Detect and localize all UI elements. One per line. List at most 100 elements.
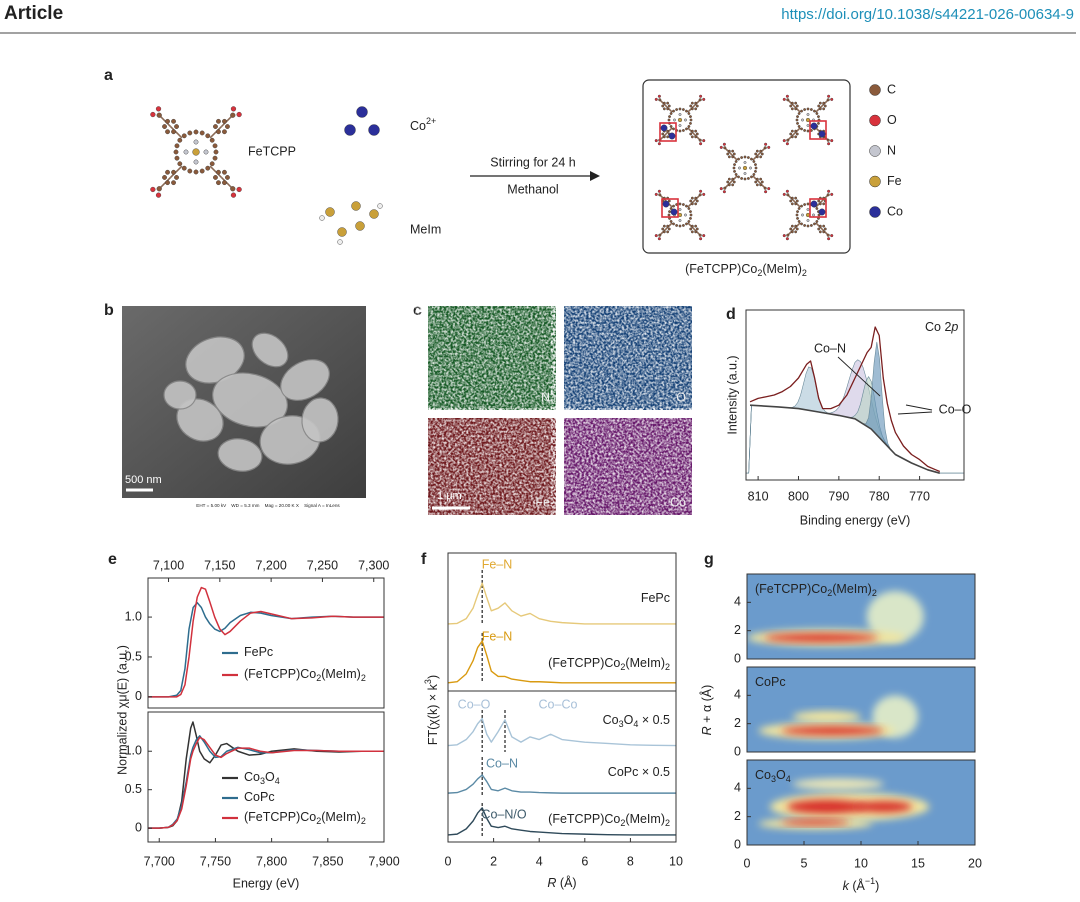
- text-part: 0: [653, 713, 660, 727]
- x-axis-label: R (Å): [547, 875, 576, 890]
- leader-line: [837, 356, 881, 397]
- atom: [750, 157, 753, 161]
- atom: [743, 155, 747, 159]
- atom: [660, 124, 668, 132]
- atom: [684, 213, 687, 217]
- atom: [727, 183, 731, 187]
- y-axis-label: R + α (Å): [699, 685, 714, 736]
- atom: [818, 107, 822, 111]
- sem-particle: [301, 397, 339, 443]
- heatmap-feature: [866, 591, 924, 642]
- metal-label: Co2+: [410, 116, 436, 133]
- atom: [225, 175, 230, 180]
- atom: [668, 115, 671, 119]
- atom: [677, 117, 683, 123]
- y-tick-label: 0: [135, 820, 142, 834]
- x-tick-label: 4: [536, 854, 543, 868]
- atom: [764, 190, 768, 194]
- atom: [755, 149, 759, 153]
- atom: [755, 183, 759, 187]
- atom: [222, 129, 227, 135]
- atom: [795, 132, 799, 136]
- atom: [670, 208, 678, 216]
- x-axis-label: k (Å−1): [843, 876, 880, 893]
- atom: [754, 166, 758, 170]
- sem-particles: [163, 332, 339, 472]
- atom: [662, 230, 666, 234]
- atom: [731, 177, 735, 181]
- bond: [158, 176, 172, 190]
- atom: [726, 152, 730, 156]
- plot-frame: [746, 666, 976, 753]
- atom: [695, 199, 699, 203]
- doi-link[interactable]: https://doi.org/10.1038/s44221-026-00634…: [781, 6, 1074, 23]
- legend-label: CoPc: [244, 790, 275, 804]
- atom: [695, 227, 699, 231]
- panel-label: d: [726, 306, 736, 323]
- y-tick-label: 0: [734, 744, 741, 758]
- atom: [203, 149, 209, 155]
- text-part: + α (Å): [699, 685, 714, 727]
- atom: [796, 115, 799, 119]
- atom: [796, 216, 799, 220]
- atom: [794, 224, 798, 228]
- text-part: 0: [653, 765, 660, 779]
- atom: [681, 108, 685, 111]
- text-part: (FeTCPP)Co: [244, 667, 316, 681]
- data-line: [447, 640, 676, 684]
- atom: [193, 139, 199, 145]
- atom: [192, 148, 200, 156]
- map-element-label: O: [676, 390, 686, 404]
- x-tick-label: 0: [445, 854, 452, 868]
- atom: [165, 118, 170, 124]
- atom: [794, 107, 798, 111]
- x-tick-label: 810: [748, 489, 769, 503]
- atom: [702, 139, 706, 143]
- atom: [826, 98, 830, 102]
- atom: [827, 189, 831, 193]
- atom: [662, 200, 670, 208]
- map-element-label: N: [541, 390, 550, 404]
- atom: [796, 121, 799, 125]
- atom: [695, 132, 699, 136]
- atom: [785, 189, 789, 193]
- atom: [797, 112, 801, 115]
- atom: [666, 107, 670, 111]
- atom: [165, 129, 170, 135]
- atom: [759, 177, 763, 181]
- atom: [723, 186, 727, 190]
- atom: [785, 94, 789, 98]
- bond: [665, 222, 673, 230]
- atom: [749, 166, 752, 170]
- atom: [732, 152, 736, 156]
- atom: [213, 124, 218, 129]
- atom: [356, 106, 368, 118]
- text-part: 2: [316, 673, 321, 683]
- x-tick-label: 10: [854, 856, 868, 870]
- peak-label: Co–N/O: [481, 807, 526, 821]
- atom: [767, 187, 771, 191]
- y-tick-label: 0: [734, 837, 741, 851]
- heatmap: [747, 574, 975, 659]
- atom: [678, 107, 682, 111]
- atom: [222, 180, 227, 186]
- panel-label: e: [108, 551, 117, 568]
- bond: [169, 165, 183, 179]
- atom: [216, 129, 221, 135]
- atom: [733, 169, 736, 173]
- atom: [797, 125, 801, 128]
- atom: [694, 135, 698, 139]
- atom: [162, 124, 167, 129]
- map-element-label: Co: [670, 495, 686, 509]
- reaction-solvent: Methanol: [507, 182, 558, 196]
- text-part: FePc: [641, 591, 670, 605]
- text-part: 2: [316, 816, 321, 826]
- atom: [782, 97, 786, 101]
- atom: [165, 169, 170, 175]
- atom: [694, 230, 698, 234]
- bond: [687, 105, 695, 113]
- atom: [678, 129, 682, 133]
- atom: [795, 104, 799, 108]
- map-noise: [564, 306, 692, 410]
- atom: [790, 107, 794, 111]
